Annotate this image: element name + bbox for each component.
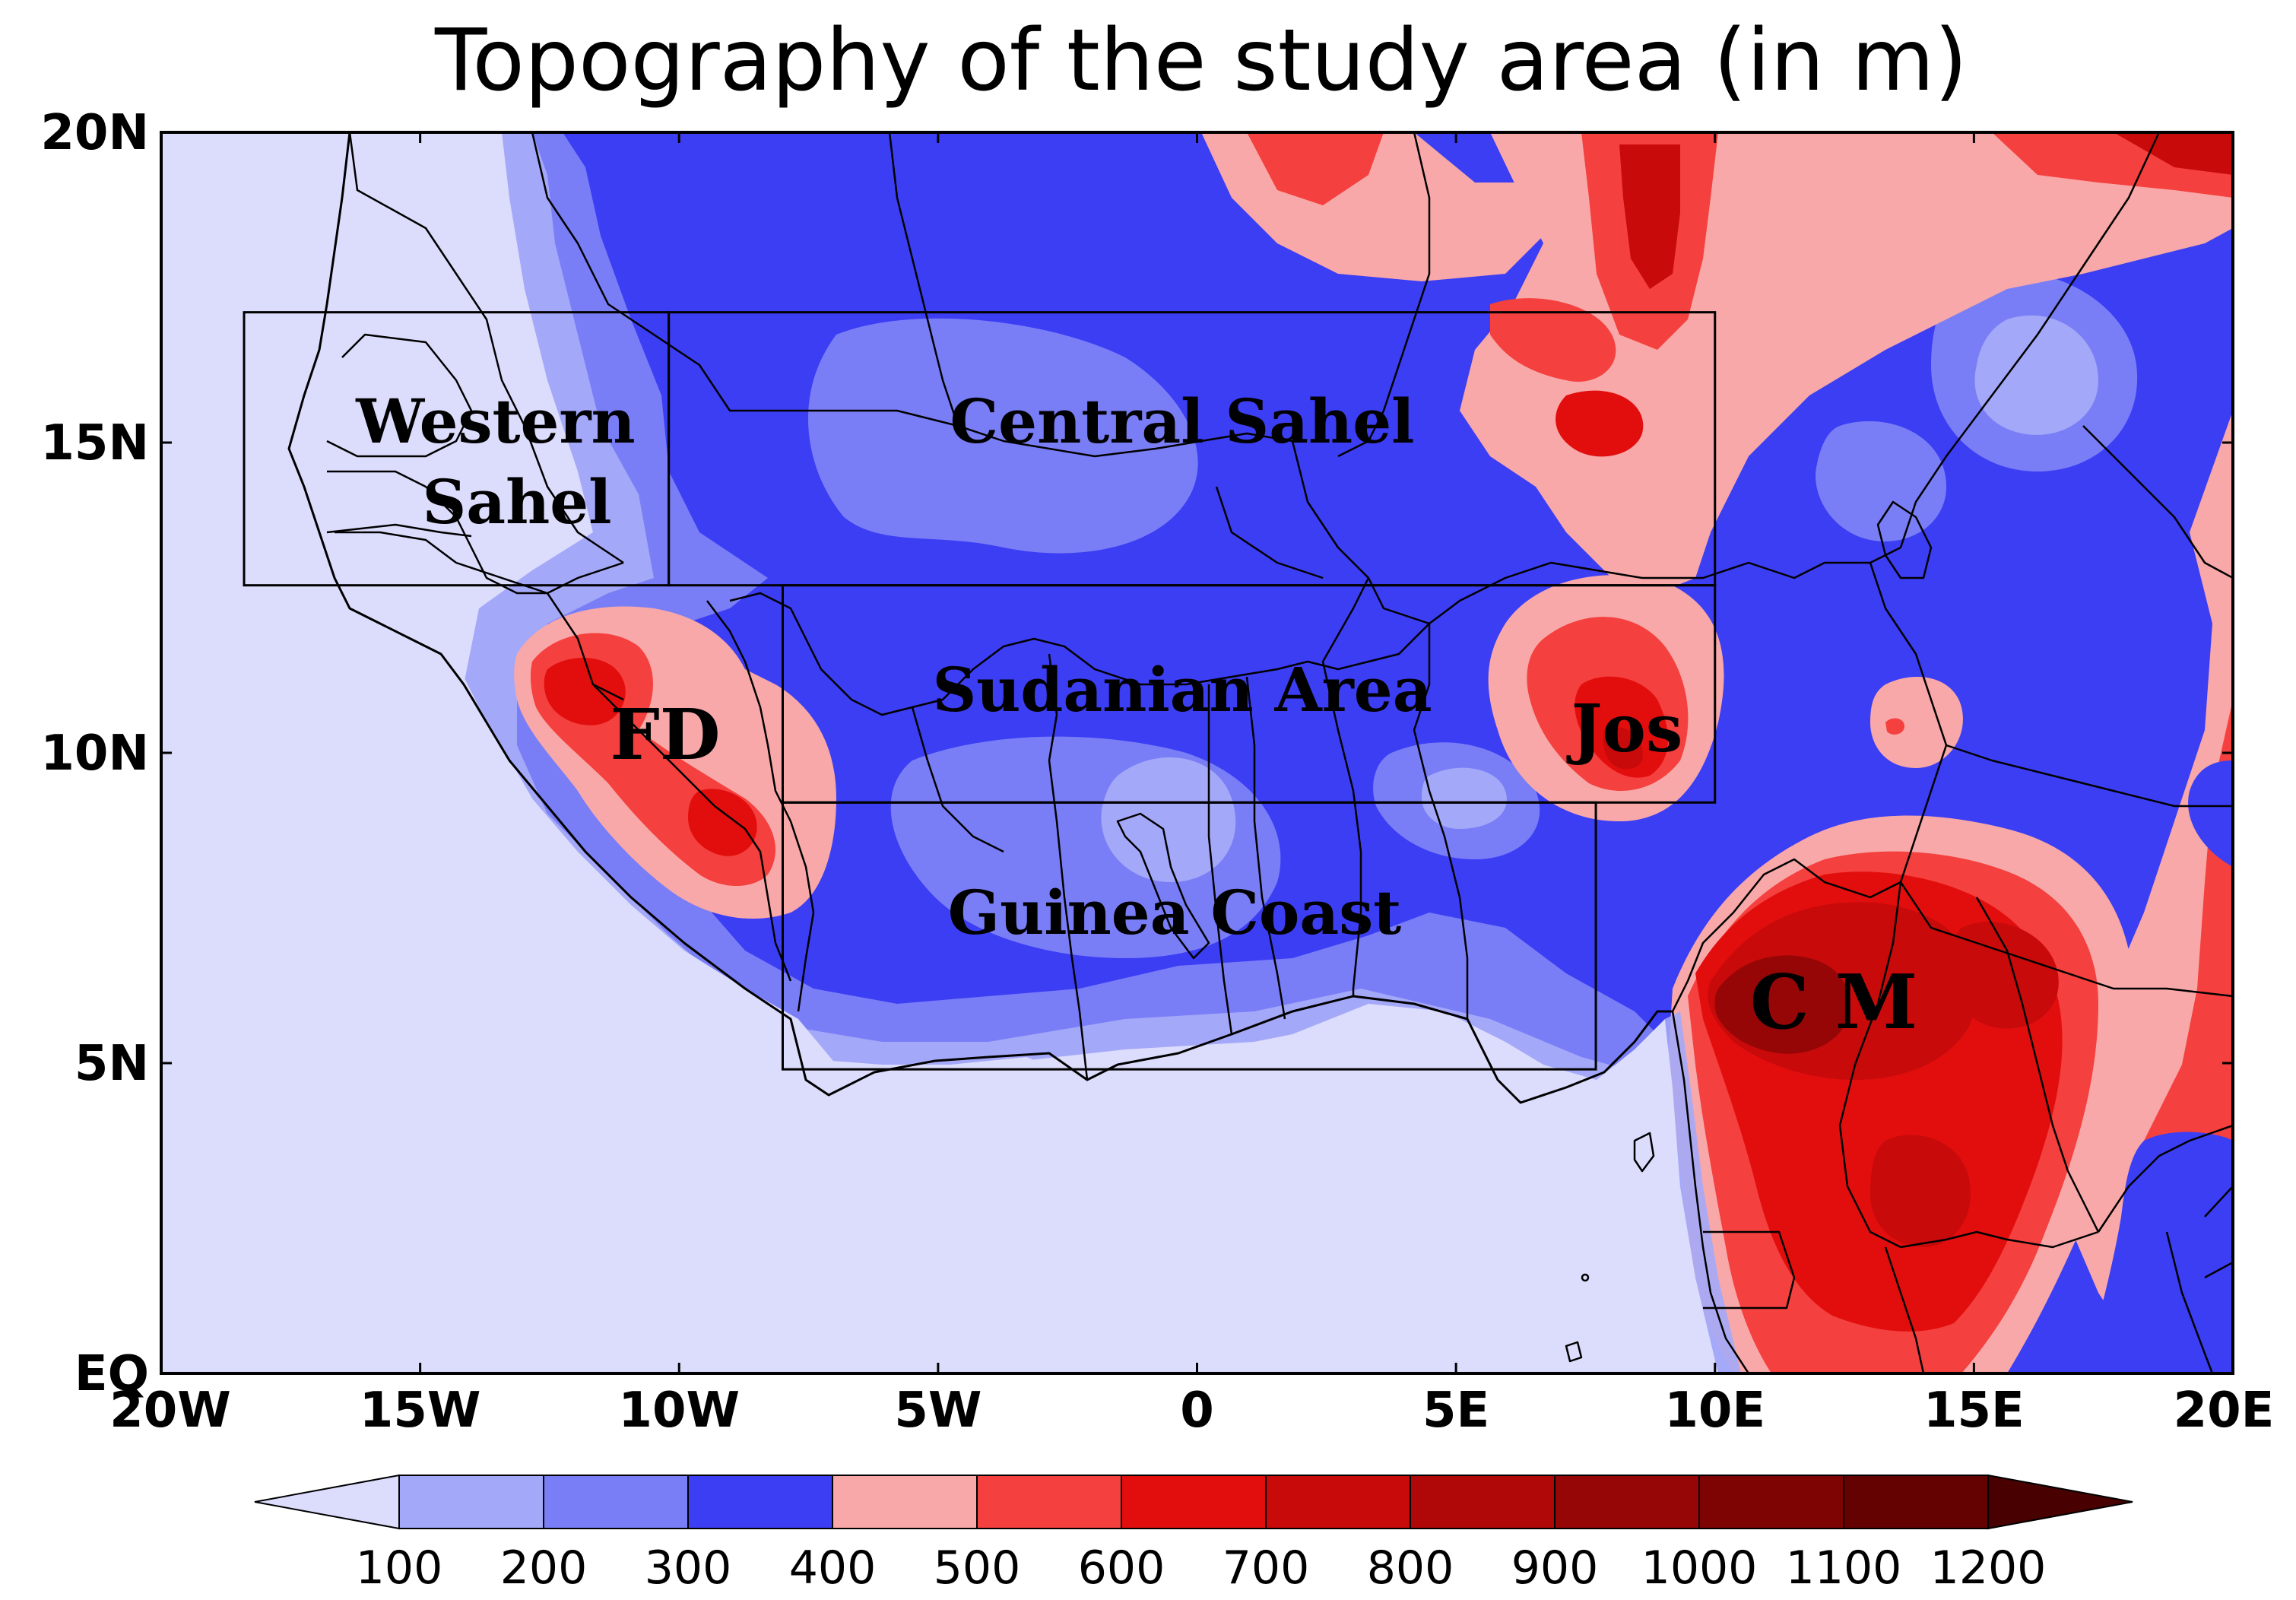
colorbar-label: 400 [789, 1541, 877, 1595]
colorbar-label: 900 [1511, 1541, 1599, 1595]
label-cameroon-mountains: C M [1750, 959, 1918, 1046]
map-panel: Western Sahel Central Sahel Sudanian Are… [161, 132, 2233, 1373]
coastal-band-200 [1665, 1011, 1741, 1373]
x-tick-label: 15W [360, 1383, 481, 1439]
region-labels: Western Sahel Central Sahel Sudanian Are… [355, 386, 1917, 1046]
colorbar-label: 700 [1223, 1541, 1310, 1595]
label-sudanian-area: Sudanian Area [932, 654, 1432, 725]
jos-plateau [1488, 575, 1724, 821]
study-region-boxes [243, 311, 1717, 1071]
colorbar-swatch [398, 1475, 544, 1529]
pocket-200-benin [1422, 767, 1507, 829]
label-fouta-djallon: FD [610, 694, 720, 776]
colorbar-min-arrow [254, 1474, 400, 1530]
x-tick-label: 0 [1180, 1383, 1214, 1439]
colorbar-swatch [687, 1475, 833, 1529]
east-blue-edge [2188, 760, 2233, 867]
x-tick-label: 10W [618, 1383, 740, 1439]
pocket-200-east [1974, 315, 2098, 435]
colorbar-swatch [1121, 1475, 1267, 1529]
atlantic-ocean [161, 132, 1718, 1373]
x-axis: 20W 15W 10W 5W 0 5E 10E 15E 20E [109, 132, 2274, 1439]
colorbar-swatch [543, 1475, 689, 1529]
colorbar: 100 200 300 400 500 600 700 800 900 1000 1100 1200 [254, 1474, 2133, 1595]
mandara-bump [1870, 677, 1963, 768]
label-western-sahel-2: Sahel [422, 466, 611, 538]
colorbar-swatch [976, 1475, 1122, 1529]
colorbar-label: 1200 [1930, 1541, 2047, 1595]
colorbar-swatch [1843, 1475, 1989, 1529]
northern-highlands [1201, 132, 2233, 593]
x-tick-label: 5W [894, 1383, 982, 1439]
y-tick-label: 5N [75, 1036, 149, 1092]
y-tick-label: 15N [40, 415, 149, 471]
colorbar-max-arrow [1987, 1474, 2133, 1530]
gabon-band-400 [2083, 1132, 2233, 1373]
y-axis: 20N 15N 10N 5N EQ [40, 105, 2233, 1402]
pocket-200-guinea [1101, 757, 1236, 882]
coastline [287, 132, 1673, 1104]
colorbar-swatch [832, 1475, 978, 1529]
label-central-sahel: Central Sahel [950, 386, 1415, 457]
x-tick-label: 20E [2174, 1383, 2275, 1439]
colorbar-swatch [1265, 1475, 1411, 1529]
pocket-300-sahel [807, 318, 1198, 554]
colorbar-label: 300 [645, 1541, 732, 1595]
x-tick-label: 10E [1664, 1383, 1765, 1439]
label-guinea-coast: Guinea Coast [948, 877, 1402, 948]
country-borders [287, 132, 2233, 1373]
colorbar-swatch [1698, 1475, 1844, 1529]
y-tick-label: 10N [40, 725, 149, 782]
colorbar-label: 1000 [1641, 1541, 1758, 1595]
label-jos-plateau: Jos [1566, 690, 1682, 767]
x-tick-label: 5E [1422, 1383, 1489, 1439]
mandara-core [1885, 718, 1904, 735]
map-title: Topography of the study area (in m) [434, 11, 1968, 110]
colorbar-label: 1100 [1786, 1541, 1902, 1595]
x-tick-label: 20W [109, 1383, 231, 1439]
cameroon-highlands [1669, 815, 2135, 1373]
label-western-sahel-1: Western [355, 386, 635, 457]
topography-shading [161, 132, 2233, 1373]
colorbar-label: 600 [1078, 1541, 1165, 1595]
colorbar-swatch [1554, 1475, 1700, 1529]
y-tick-label: 20N [40, 105, 149, 161]
colorbar-label: 800 [1367, 1541, 1454, 1595]
box-guinea-coast [782, 801, 1597, 1071]
y-tick-label: EQ [75, 1346, 149, 1402]
colorbar-label: 200 [500, 1541, 588, 1595]
colorbar-swatch [1410, 1475, 1556, 1529]
colorbar-label: 500 [934, 1541, 1021, 1595]
colorbar-label: 100 [356, 1541, 443, 1595]
x-tick-label: 15E [1923, 1383, 2025, 1439]
